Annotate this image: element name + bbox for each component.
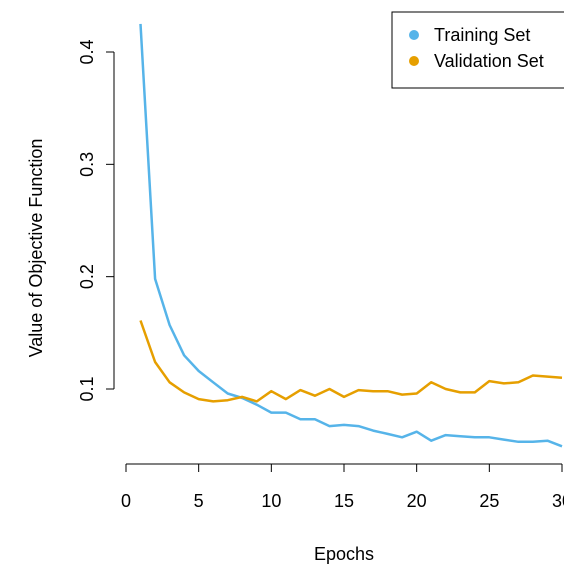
y-tick-label: 0.1: [77, 376, 97, 401]
x-tick-label: 25: [479, 491, 499, 511]
x-tick-label: 20: [407, 491, 427, 511]
x-tick-label: 10: [261, 491, 281, 511]
legend-label: Training Set: [434, 25, 530, 45]
legend: Training Set Validation Set: [391, 11, 564, 89]
x-tick-label: 15: [334, 491, 354, 511]
y-tick-label: 0.3: [77, 152, 97, 177]
y-axis-label: Value of Objective Function: [26, 139, 46, 358]
y-tick-label: 0.2: [77, 264, 97, 289]
x-tick-label: 30: [552, 491, 564, 511]
series-line-training-set: [139, 23, 563, 448]
plot-area: 0 5 10 15 20 25 30 0.1 0.2 0.3 0.4 Training Set Va…: [77, 11, 564, 511]
y-axis: 0.1 0.2 0.3 0.4: [77, 39, 115, 402]
legend-label: Validation Set: [434, 51, 544, 71]
legend-marker: [409, 56, 419, 66]
legend-box: [391, 11, 564, 89]
x-tick-label: 0: [121, 491, 131, 511]
series-line-validation-set: [139, 320, 563, 403]
series-layer: [139, 23, 563, 448]
y-tick-label: 0.4: [77, 39, 97, 64]
x-tick-label: 5: [194, 491, 204, 511]
x-axis-label: Epochs: [314, 544, 374, 564]
legend-marker: [409, 30, 419, 40]
x-axis: 0 5 10 15 20 25 30: [121, 463, 564, 511]
